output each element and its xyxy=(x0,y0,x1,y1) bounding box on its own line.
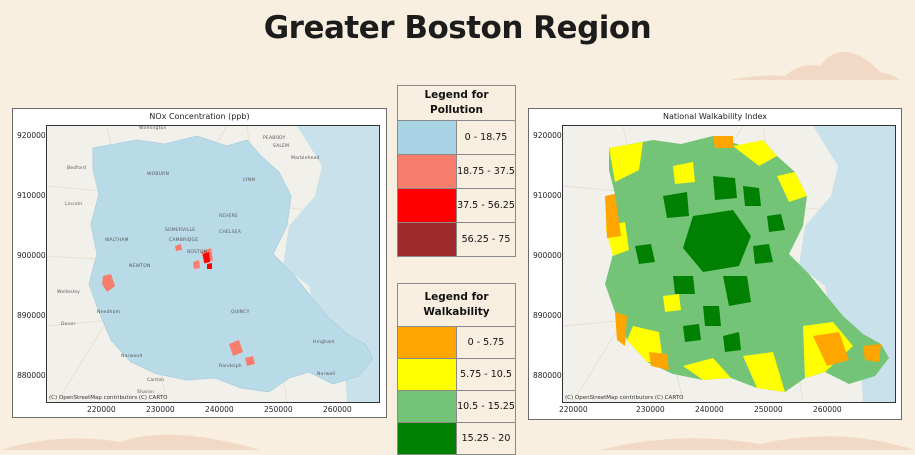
nox-map-attribution: (C) OpenStreetMap contributors (C) CARTO xyxy=(49,395,168,401)
nox-y-tick: 890000 xyxy=(17,311,46,320)
walk-x-tick: 260000 xyxy=(813,405,842,414)
map-place-label: Norwell xyxy=(317,372,336,377)
walk-y-tick: 890000 xyxy=(533,311,562,320)
walk-x-tick: 220000 xyxy=(559,405,588,414)
walkability-legend: Legend for Walkability 0 - 5.75 5.75 - 1… xyxy=(397,283,516,455)
walk-y-tick: 900000 xyxy=(533,251,562,260)
legend-swatch xyxy=(398,155,457,188)
map-place-label: Bedford xyxy=(67,166,87,171)
map-place-label: Wellesley xyxy=(57,290,81,295)
map-place-label: WOBURN xyxy=(147,172,170,177)
map-place-label: CAMBRIDGE xyxy=(169,238,199,243)
map-place-label: SOMERVILLE xyxy=(165,228,196,233)
legend-range: 5.75 - 10.5 xyxy=(460,369,512,380)
nox-x-tick: 230000 xyxy=(146,405,175,414)
legend-range: 10.5 - 15.25 xyxy=(457,401,515,412)
nox-y-tick: 920000 xyxy=(17,131,46,140)
map-place-label: NEWTON xyxy=(129,264,151,269)
nox-map-title: NOx Concentration (ppb) xyxy=(149,112,250,121)
map-place-label: QUINCY xyxy=(231,310,250,315)
pollution-legend: Legend for Pollution 0 - 18.75 18.75 - 3… xyxy=(397,85,516,257)
nox-x-tick: 220000 xyxy=(87,405,116,414)
map-place-label: BOSTON xyxy=(187,250,208,255)
pollution-legend-title: Legend for Pollution xyxy=(398,86,515,121)
walkability-legend-title: Legend for Walkability xyxy=(398,284,515,327)
map-place-label: Marblehead xyxy=(291,156,320,161)
walkability-map-canvas xyxy=(563,126,895,402)
page-title: Greater Boston Region xyxy=(263,10,652,46)
map-place-label: SALEM xyxy=(273,144,290,149)
legend-swatch xyxy=(398,121,457,154)
nox-map-canvas xyxy=(47,126,379,402)
legend-range: 0 - 18.75 xyxy=(464,132,508,143)
walk-y-tick: 880000 xyxy=(533,371,562,380)
walk-y-tick: 910000 xyxy=(533,191,562,200)
walkability-map-attribution: (C) OpenStreetMap contributors (C) CARTO xyxy=(565,395,684,401)
nox-x-tick: 240000 xyxy=(205,405,234,414)
legend-swatch xyxy=(398,223,457,256)
map-place-label: Needham xyxy=(97,310,121,315)
map-place-label: Randolph xyxy=(219,364,242,369)
legend-range: 15.25 - 20 xyxy=(461,433,511,444)
legend-range: 37.5 - 56.25 xyxy=(457,200,515,211)
walk-x-tick: 250000 xyxy=(754,405,783,414)
map-place-label: Hingham xyxy=(313,340,335,345)
map-place-label: Wilmington xyxy=(139,126,167,131)
legend-range: 0 - 5.75 xyxy=(467,337,505,348)
legend-range: 56.25 - 75 xyxy=(461,234,511,245)
legend-row: 56.25 - 75 xyxy=(398,223,515,256)
legend-row: 37.5 - 56.25 xyxy=(398,189,515,223)
background-hill-bottom-left xyxy=(0,434,260,450)
legend-row: 0 - 5.75 xyxy=(398,327,515,359)
map-place-label: WALTHAM xyxy=(105,238,129,243)
nox-map-axes[interactable]: Wilmington PEABODY SALEM Marblehead Bedf… xyxy=(46,125,380,403)
nox-x-tick: 250000 xyxy=(264,405,293,414)
map-place-label: Sharon xyxy=(137,390,155,395)
nox-y-tick: 910000 xyxy=(17,191,46,200)
legend-row: 0 - 18.75 xyxy=(398,121,515,155)
legend-swatch xyxy=(398,423,457,454)
walk-x-tick: 230000 xyxy=(636,405,665,414)
nox-map-figure: NOx Concentration (ppb) 920000 910000 90… xyxy=(12,108,387,418)
nox-y-tick: 880000 xyxy=(17,371,46,380)
walkability-map-title: National Walkability Index xyxy=(663,112,767,121)
legend-swatch xyxy=(398,189,457,222)
legend-row: 18.75 - 37.5 xyxy=(398,155,515,189)
map-place-label: Lincoln xyxy=(65,202,83,207)
walkability-map-figure: National Walkability Index 920000 910000… xyxy=(528,108,902,420)
background-cloud-right xyxy=(730,51,900,80)
legend-swatch xyxy=(398,391,457,422)
legend-swatch xyxy=(398,359,457,390)
background-hill-bottom-right xyxy=(600,436,915,450)
map-place-label: Dover xyxy=(61,322,76,327)
map-place-label: Norwood xyxy=(121,354,143,359)
map-place-label: REVERE xyxy=(219,214,239,219)
nox-x-tick: 260000 xyxy=(323,405,352,414)
walkability-map-axes[interactable]: (C) OpenStreetMap contributors (C) CARTO xyxy=(562,125,896,403)
legend-row: 10.5 - 15.25 xyxy=(398,391,515,423)
nox-y-tick: 900000 xyxy=(17,251,46,260)
legend-range: 18.75 - 37.5 xyxy=(457,166,515,177)
walk-x-tick: 240000 xyxy=(695,405,724,414)
map-place-label: Canton xyxy=(147,378,165,383)
map-place-label: PEABODY xyxy=(263,136,286,141)
map-place-label: LYNN xyxy=(243,178,256,183)
walk-y-tick: 920000 xyxy=(533,131,562,140)
legend-row: 15.25 - 20 xyxy=(398,423,515,454)
legend-row: 5.75 - 10.5 xyxy=(398,359,515,391)
map-place-label: CHELSEA xyxy=(219,230,242,235)
legend-swatch xyxy=(398,327,457,358)
